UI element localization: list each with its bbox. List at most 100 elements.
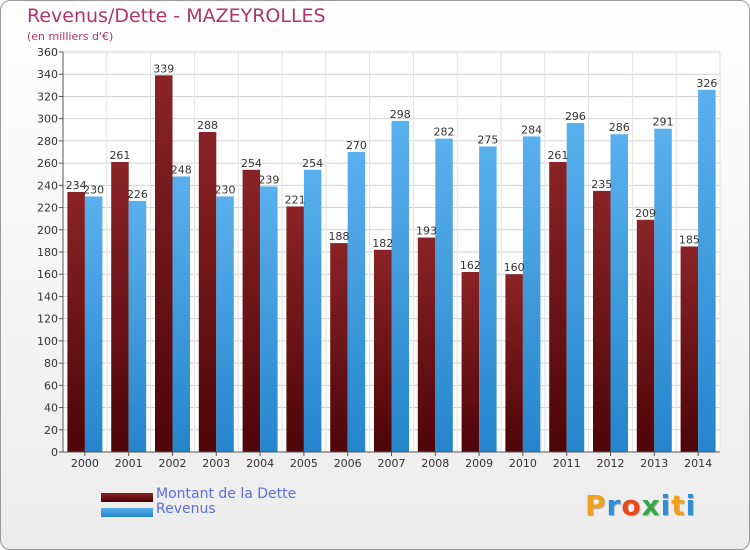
bar-revenue bbox=[172, 176, 190, 452]
bar-revenue bbox=[698, 89, 716, 453]
value-label-debt: 193 bbox=[416, 225, 437, 238]
value-label-debt: 288 bbox=[197, 119, 218, 132]
y-tick-label: 180 bbox=[37, 246, 58, 259]
value-label-revenue: 282 bbox=[434, 126, 455, 139]
value-label-debt: 254 bbox=[241, 157, 262, 170]
x-tick-label: 2009 bbox=[465, 457, 493, 470]
y-tick-label: 0 bbox=[51, 446, 58, 459]
legend-label-debt: Montant de la Dette bbox=[156, 486, 297, 502]
value-label-revenue: 291 bbox=[653, 116, 674, 129]
proxiti-logo: Proxiti bbox=[585, 489, 696, 522]
x-tick-label: 2013 bbox=[640, 457, 668, 470]
value-label-revenue: 230 bbox=[215, 183, 236, 196]
y-tick-label: 220 bbox=[37, 202, 58, 215]
bar-revenue bbox=[610, 134, 628, 452]
logo-letter: t bbox=[671, 489, 686, 522]
value-label-revenue: 275 bbox=[477, 133, 498, 146]
x-tick-label: 2005 bbox=[290, 457, 318, 470]
x-tick-label: 2011 bbox=[553, 457, 581, 470]
bar-revenue bbox=[260, 186, 278, 452]
chart-title: Revenus/Dette - MAZEYROLLES bbox=[27, 5, 326, 27]
y-tick-label: 340 bbox=[37, 68, 58, 81]
bar-debt bbox=[155, 75, 173, 452]
chart-subtitle: (en milliers d'€) bbox=[27, 30, 114, 43]
y-tick-label: 300 bbox=[37, 113, 58, 126]
value-label-debt: 188 bbox=[328, 230, 349, 243]
x-tick-label: 2000 bbox=[71, 457, 99, 470]
y-tick-label: 60 bbox=[44, 379, 58, 392]
bar-debt bbox=[198, 132, 217, 452]
y-tick-label: 120 bbox=[37, 313, 58, 326]
y-tick-label: 260 bbox=[37, 157, 58, 170]
y-tick-label: 160 bbox=[37, 268, 58, 281]
bar-revenue bbox=[391, 120, 409, 452]
legend-swatch-revenue bbox=[101, 508, 153, 517]
bar-debt bbox=[636, 219, 655, 452]
value-label-revenue: 296 bbox=[565, 110, 586, 123]
x-tick-label: 2003 bbox=[202, 457, 230, 470]
x-tick-label: 2008 bbox=[421, 457, 449, 470]
bar-debt bbox=[374, 249, 392, 452]
bar-debt bbox=[242, 169, 261, 452]
y-tick-label: 80 bbox=[44, 357, 58, 370]
x-tick-label: 2001 bbox=[115, 457, 143, 470]
bar-revenue bbox=[128, 200, 147, 452]
bar-revenue bbox=[479, 146, 497, 452]
value-label-revenue: 226 bbox=[127, 188, 148, 201]
bar-debt bbox=[461, 272, 480, 452]
bar-revenue bbox=[84, 196, 103, 452]
logo-letter: x bbox=[641, 489, 661, 522]
bar-revenue bbox=[566, 123, 585, 452]
y-tick-label: 200 bbox=[37, 224, 58, 237]
value-label-revenue: 284 bbox=[521, 123, 542, 136]
bar-debt bbox=[286, 206, 304, 452]
bar-revenue bbox=[654, 128, 672, 452]
legend-label-revenue: Revenus bbox=[156, 501, 216, 517]
y-tick-label: 240 bbox=[37, 179, 58, 192]
logo-letter: r bbox=[606, 489, 622, 522]
y-tick-label: 280 bbox=[37, 135, 58, 148]
bar-debt bbox=[417, 237, 436, 452]
bar-revenue bbox=[216, 196, 234, 452]
bar-debt bbox=[330, 243, 348, 452]
logo-letter: i bbox=[685, 489, 697, 522]
value-label-revenue: 248 bbox=[171, 163, 192, 176]
value-label-revenue: 326 bbox=[696, 77, 717, 90]
value-label-debt: 209 bbox=[635, 207, 656, 220]
value-label-debt: 261 bbox=[547, 149, 568, 162]
bar-debt bbox=[67, 192, 85, 452]
bar-revenue bbox=[303, 169, 322, 452]
bar-debt bbox=[680, 246, 699, 452]
value-label-debt: 261 bbox=[109, 149, 130, 162]
y-tick-label: 20 bbox=[44, 424, 58, 437]
y-tick-label: 40 bbox=[44, 402, 58, 415]
x-tick-label: 2007 bbox=[378, 457, 406, 470]
value-label-debt: 160 bbox=[504, 261, 525, 274]
bar-debt bbox=[111, 162, 129, 452]
bar-revenue bbox=[347, 152, 366, 452]
x-tick-label: 2010 bbox=[509, 457, 537, 470]
x-tick-label: 2006 bbox=[334, 457, 362, 470]
logo-letter: P bbox=[585, 489, 607, 522]
bar-revenue bbox=[435, 138, 453, 452]
y-tick-label: 100 bbox=[37, 335, 58, 348]
value-label-revenue: 254 bbox=[302, 157, 323, 170]
value-label-debt: 162 bbox=[460, 259, 481, 272]
bar-debt bbox=[505, 274, 523, 452]
logo-letter: i bbox=[660, 489, 672, 522]
x-tick-label: 2004 bbox=[246, 457, 274, 470]
bar-debt bbox=[593, 190, 611, 452]
legend-swatch-debt bbox=[101, 493, 153, 502]
logo-letter: o bbox=[621, 489, 642, 522]
value-label-debt: 182 bbox=[372, 237, 393, 250]
x-tick-label: 2012 bbox=[597, 457, 625, 470]
value-label-debt: 234 bbox=[66, 179, 87, 192]
bar-revenue bbox=[522, 136, 541, 452]
y-tick-label: 360 bbox=[37, 46, 58, 59]
value-label-debt: 339 bbox=[153, 62, 174, 75]
value-label-revenue: 239 bbox=[258, 173, 279, 186]
x-tick-label: 2014 bbox=[684, 457, 712, 470]
y-tick-label: 320 bbox=[37, 90, 58, 103]
